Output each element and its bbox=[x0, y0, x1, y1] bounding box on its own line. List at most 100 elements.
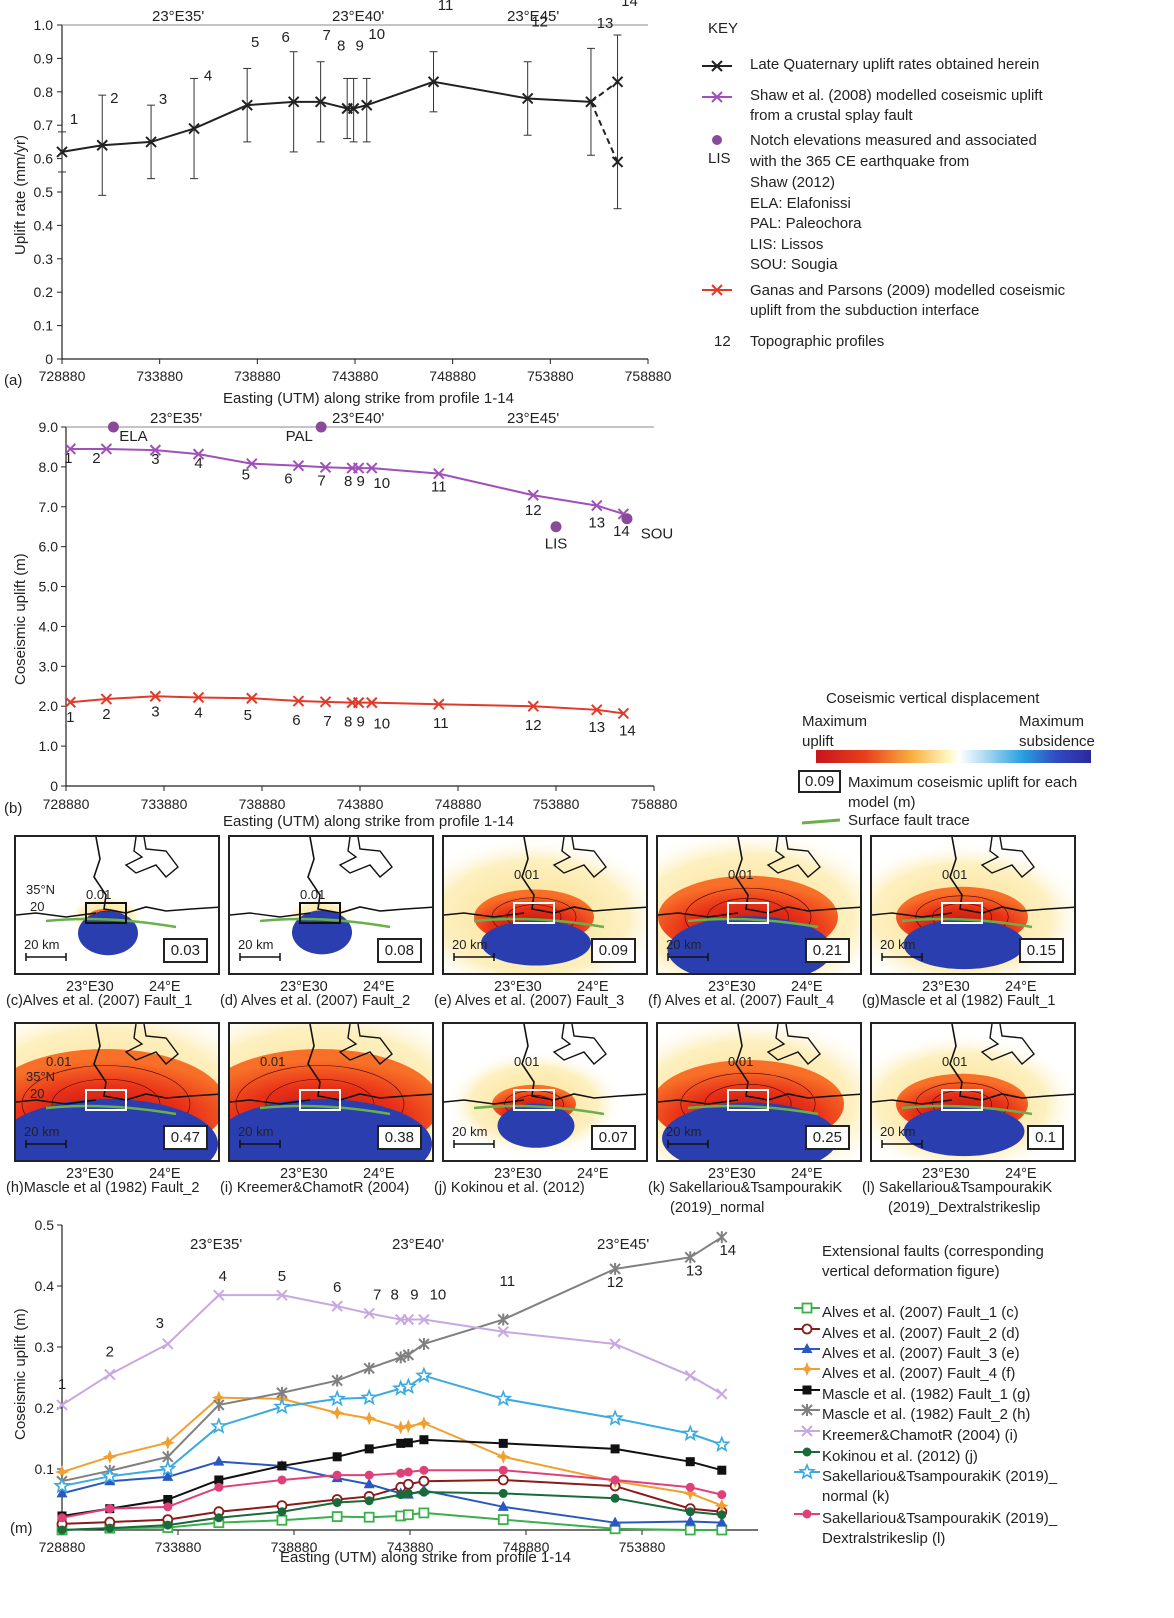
panel-m-point bbox=[100, 1467, 119, 1484]
fault-box bbox=[941, 1089, 983, 1111]
panel-a-profile-label: 11 bbox=[438, 0, 454, 14]
panel-a-profile-label: 1 bbox=[70, 111, 78, 128]
subsidence-lobe bbox=[667, 916, 833, 973]
panel-m-point bbox=[714, 1498, 729, 1513]
map-scale-label: 20 km bbox=[238, 1124, 274, 1139]
panel-a-ytick-label: 0.7 bbox=[34, 117, 54, 133]
panel-b-profile-label-lower: 9 bbox=[356, 714, 364, 731]
panel-b-notch-label: SOU bbox=[641, 526, 674, 543]
panel-a-point-b bbox=[585, 96, 597, 108]
panel-b-ytick-label: 9.0 bbox=[39, 419, 59, 435]
map-caption: (k) Sakellariou&TsampourakiK bbox=[648, 1180, 843, 1196]
panel-b-point-b bbox=[149, 444, 162, 456]
coastline bbox=[93, 1024, 218, 1101]
colorbar-right-2: subsidence bbox=[1019, 733, 1095, 750]
panel-a-ytick-label: 0 bbox=[45, 351, 53, 367]
map-lon-label-2: 24°E bbox=[1005, 1166, 1037, 1182]
panel-a-profile-label: 5 bbox=[251, 34, 259, 51]
key-purple-label-2: from a crustal splay fault bbox=[750, 107, 913, 124]
panel-m-point bbox=[716, 1516, 728, 1527]
coastline bbox=[521, 837, 646, 914]
map-max-uplift-value: 0.38 bbox=[376, 1125, 422, 1150]
panel-m-xtick-label: 743880 bbox=[387, 1539, 434, 1555]
panel-m-point bbox=[717, 1510, 727, 1520]
key-topo-label: Topographic profiles bbox=[750, 333, 885, 350]
map-max-uplift-value: 0.03 bbox=[162, 938, 208, 963]
panel-b-xtick-label: 733880 bbox=[141, 796, 188, 812]
fault-box bbox=[727, 902, 769, 924]
panel-b-point-b bbox=[192, 448, 205, 460]
panel-m-point bbox=[363, 1478, 375, 1489]
panel-m-point-b bbox=[162, 1338, 174, 1350]
panel-m-point bbox=[214, 1513, 224, 1523]
surface-fault-trace bbox=[45, 1104, 177, 1116]
map-scale-label: 20 km bbox=[666, 1124, 702, 1139]
map-caption: (e) Alves et al. (2007) Fault_3 bbox=[434, 993, 625, 1009]
panel-b-ytick-label: 1.0 bbox=[39, 738, 59, 754]
panel-b-point-b bbox=[292, 695, 305, 707]
map-graphic bbox=[658, 1024, 860, 1160]
panel-a-ytick-label: 0.4 bbox=[34, 217, 54, 233]
coastline bbox=[93, 837, 218, 914]
panel-m-point bbox=[102, 1449, 117, 1464]
key-notch-label-1: Notch elevations measured and associated bbox=[750, 132, 1037, 149]
panel-b-xtick-label: 753880 bbox=[533, 796, 580, 812]
panel-m-point-b bbox=[402, 1313, 415, 1326]
panel-m-series-line-5 bbox=[61, 1438, 723, 1517]
map-lat-label: 35°N bbox=[26, 882, 56, 897]
panel-b-letter: (b) bbox=[4, 800, 23, 817]
bottom-legend-title-1: Extensional faults (corresponding bbox=[822, 1243, 1044, 1260]
panel-m-top-label-3: 23°E45' bbox=[597, 1236, 650, 1253]
map-scale-label: 20 km bbox=[452, 1124, 488, 1139]
panel-b-notch-label: ELA bbox=[119, 428, 147, 445]
fault-box bbox=[727, 1089, 769, 1111]
panel-a-dashed-lower bbox=[590, 101, 619, 163]
map-scale-label: 20 km bbox=[880, 937, 916, 952]
key-notch-label-6: LIS: Lissos bbox=[750, 236, 824, 253]
panel-m-xtick-label: 738880 bbox=[271, 1539, 318, 1555]
panel-m-xtick-label: 728880 bbox=[39, 1539, 86, 1555]
map-graphic bbox=[872, 1024, 1074, 1160]
panel-a-ytick-label: 0.8 bbox=[34, 84, 54, 100]
panel-a-chart: 0 0.1 0.2 0.3 0.4 0.5 0.6 0.7 0.8 0.9 1.0 728880 733… bbox=[34, 0, 672, 384]
panel-a-ytick-label: 1.0 bbox=[34, 17, 54, 33]
panel-a-top-label-2: 23°E40' bbox=[332, 8, 385, 25]
panel-b-point-b bbox=[433, 698, 445, 710]
panel-m-point bbox=[277, 1461, 287, 1471]
panel-m-point-b bbox=[497, 1326, 509, 1338]
panel-b-notch-pal bbox=[315, 421, 327, 433]
panel-b-notch-label: LIS bbox=[545, 536, 568, 553]
key-red-label-1: Ganas and Parsons (2009) modelled coseis… bbox=[750, 282, 1066, 299]
panel-m-point bbox=[163, 1495, 173, 1504]
panel-m-series-line-2 bbox=[61, 1478, 722, 1525]
panel-a-profile-label: 3 bbox=[159, 91, 167, 108]
map-scale-label: 20 km bbox=[666, 937, 702, 952]
colorbar-left-2: uplift bbox=[802, 733, 834, 750]
map-caption: (j) Kokinou et al. (2012) bbox=[434, 1180, 585, 1196]
map-contour-label: 0.01 bbox=[514, 1054, 540, 1069]
panel-a-ytick-label: 0.2 bbox=[34, 284, 54, 300]
panel-b-point-b bbox=[352, 462, 365, 474]
panel-m-point bbox=[396, 1438, 406, 1448]
fault-trace-swatch bbox=[801, 818, 841, 825]
map-caption-l-sub: (2019)_Dextralstrikeslip bbox=[888, 1200, 1041, 1216]
panel-b-xtick-label: 738880 bbox=[239, 796, 286, 812]
coastline bbox=[230, 1099, 311, 1105]
panel-a-profile-label: 9 bbox=[355, 38, 363, 55]
subsidence-lobe bbox=[662, 1102, 838, 1160]
panel-m-point bbox=[717, 1465, 727, 1475]
map-lon-label-1: 23°E30 bbox=[494, 1166, 542, 1182]
panel-a-ytick-label: 0.5 bbox=[34, 184, 54, 200]
coastline bbox=[16, 912, 97, 918]
panel-b-top-label-2: 23°E40' bbox=[332, 410, 385, 427]
key-notch-label-2: with the 365 CE earthquake from bbox=[750, 153, 970, 170]
subsidence-lobe bbox=[903, 919, 1025, 970]
colorbar-gradient bbox=[816, 750, 1091, 763]
map-max-uplift-value: 0.09 bbox=[590, 938, 636, 963]
panel-m-profile-label: 1 bbox=[58, 1376, 66, 1393]
panel-m-point bbox=[363, 1511, 375, 1523]
panel-b-point-b bbox=[100, 693, 113, 705]
coastline bbox=[658, 1099, 739, 1105]
panel-b-point-b bbox=[352, 696, 365, 709]
panel-b-ylabel: Coseismic uplift (m) bbox=[12, 553, 29, 685]
